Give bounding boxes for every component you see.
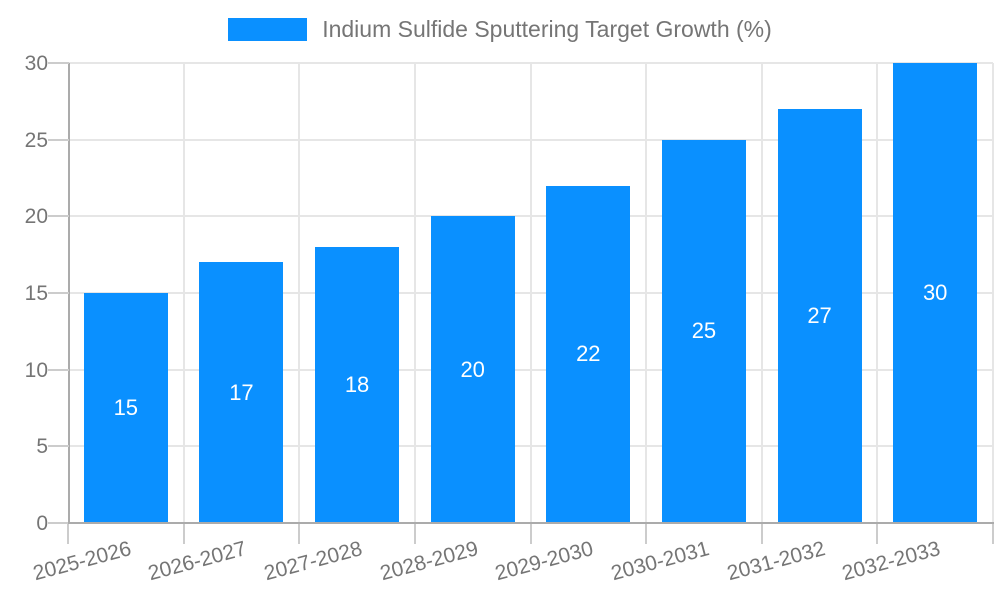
x-tick-mark <box>182 523 185 544</box>
bar-value-label: 15 <box>113 395 139 420</box>
bar: 20 <box>430 216 515 523</box>
x-gridline <box>992 63 994 523</box>
bar: 27 <box>777 109 862 523</box>
x-tick-mark <box>992 523 994 544</box>
x-gridline <box>298 63 301 523</box>
y-tick-label: 25 <box>24 128 48 152</box>
x-tick-mark <box>645 523 648 544</box>
x-tick-label: 2025-2026 <box>30 537 134 586</box>
x-gridline <box>413 63 416 523</box>
x-gridline <box>760 63 763 523</box>
x-gridline <box>529 63 532 523</box>
bar-value-label: 17 <box>229 379 254 405</box>
plot-area: 15 17 18 20 22 25 27 30 <box>68 62 994 523</box>
x-tick-label: 2032-2033 <box>839 537 943 586</box>
bar-value-label: 22 <box>576 341 601 367</box>
y-tick-label: 0 <box>36 512 48 535</box>
y-tick-mark <box>48 215 69 218</box>
bar: 18 <box>315 247 400 523</box>
bar-value-label: 27 <box>807 303 832 328</box>
x-gridline <box>876 63 879 523</box>
y-tick-label: 15 <box>24 282 48 305</box>
x-tick-label: 2027-2028 <box>261 537 365 586</box>
x-tick-label: 2031-2032 <box>724 537 828 586</box>
bar: 30 <box>893 63 978 523</box>
legend-swatch-icon <box>228 18 308 41</box>
legend-label: Indium Sulfide Sputtering Target Growth … <box>322 16 772 42</box>
bar-value-label: 18 <box>344 372 370 397</box>
y-tick-label: 5 <box>36 435 48 459</box>
x-tick-mark <box>760 523 763 544</box>
x-tick-mark <box>67 523 69 544</box>
bar-value-label: 25 <box>691 318 717 344</box>
y-tick-label: 10 <box>24 358 48 382</box>
y-tick-mark <box>48 138 69 141</box>
bar-value-label: 20 <box>460 356 485 382</box>
bar: 15 <box>83 293 168 523</box>
x-tick-label: 2029-2030 <box>493 537 597 586</box>
bar: 22 <box>546 185 631 523</box>
x-gridline <box>645 63 648 523</box>
x-tick-label: 2026-2027 <box>146 537 250 586</box>
x-tick-mark <box>413 523 416 544</box>
x-tick-label: 2030-2031 <box>608 537 712 586</box>
x-axis-line <box>68 522 994 524</box>
y-tick-mark <box>48 62 69 64</box>
y-tick-mark <box>48 368 69 371</box>
x-gridline <box>182 63 185 523</box>
x-tick-mark <box>529 523 532 544</box>
y-axis-line <box>68 63 70 523</box>
x-tick-mark <box>298 523 301 544</box>
bar: 17 <box>199 262 284 523</box>
x-tick-label: 2028-2029 <box>377 537 481 586</box>
y-tick-label: 30 <box>24 52 48 75</box>
legend: Indium Sulfide Sputtering Target Growth … <box>0 16 1000 43</box>
bar-value-label: 30 <box>922 280 948 305</box>
y-tick-mark <box>48 445 69 448</box>
y-tick-label: 20 <box>24 205 48 229</box>
y-tick-mark <box>48 522 69 524</box>
bar: 25 <box>661 139 746 523</box>
y-tick-mark <box>48 292 69 294</box>
x-tick-mark <box>876 523 879 544</box>
